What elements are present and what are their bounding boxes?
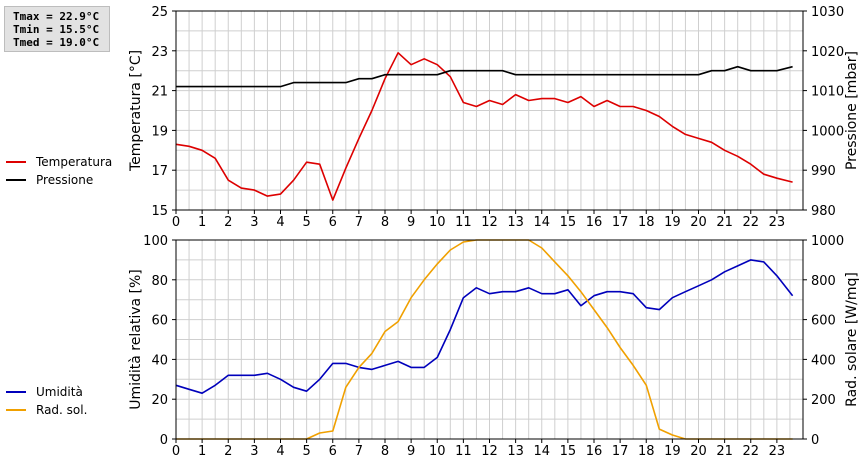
x-tick-label: 7 <box>355 444 363 459</box>
stats-box: Tmax = 22.9°C Tmin = 15.5°C Tmed = 19.0°… <box>4 6 110 52</box>
y-left-tick-label: 15 <box>151 204 168 219</box>
x-tick-label: 14 <box>533 444 550 459</box>
x-tick-label: 16 <box>586 444 603 459</box>
x-tick-label: 13 <box>507 215 524 230</box>
y-left-tick-label: 0 <box>160 433 168 448</box>
x-tick-label: 23 <box>769 444 786 459</box>
y-left-tick-label: 25 <box>151 5 168 20</box>
legend-label-pressione: Pressione <box>36 173 94 187</box>
series-line-temperatura <box>175 51 793 201</box>
x-tick-label: 4 <box>276 215 284 230</box>
y-left-tick-label: 17 <box>151 164 168 179</box>
x-tick-label: 3 <box>250 444 258 459</box>
y-left-tick-label: 100 <box>143 234 168 249</box>
y-right-tick-label: 400 <box>811 353 836 368</box>
y-right-tick-label: 0 <box>811 433 819 448</box>
x-tick-label: 4 <box>276 444 284 459</box>
x-tick-label: 9 <box>407 444 415 459</box>
y-left-axis-title: Umidità relativa [%] <box>128 269 144 410</box>
legend-swatch-pressione <box>6 179 26 181</box>
x-tick-label: 19 <box>664 444 681 459</box>
legend-item-radsol: Rad. sol. <box>6 401 87 419</box>
x-tick-label: 18 <box>638 444 655 459</box>
x-tick-label: 20 <box>690 444 707 459</box>
x-tick-label: 12 <box>481 215 498 230</box>
y-right-tick-label: 1030 <box>811 5 844 20</box>
series-line-umidit- <box>175 259 794 395</box>
legend-swatch-temperatura <box>6 161 26 163</box>
y-left-tick-label: 21 <box>151 85 168 100</box>
legend-label-radsol: Rad. sol. <box>36 403 88 417</box>
y-right-tick-label: 990 <box>811 164 836 179</box>
y-right-tick-label: 980 <box>811 204 836 219</box>
x-tick-label: 8 <box>381 215 389 230</box>
x-tick-label: 1 <box>198 215 206 230</box>
x-tick-label: 15 <box>560 215 577 230</box>
x-tick-label: 11 <box>455 215 472 230</box>
x-tick-label: 6 <box>329 215 337 230</box>
x-tick-label: 2 <box>224 444 232 459</box>
stats-tmax: Tmax = 22.9°C <box>13 10 100 23</box>
x-tick-label: 21 <box>716 215 733 230</box>
x-tick-label: 14 <box>533 215 550 230</box>
x-tick-label: 12 <box>481 444 498 459</box>
legend-item-umidita: Umidità <box>6 383 83 401</box>
y-right-tick-label: 800 <box>811 274 836 289</box>
x-tick-label: 16 <box>586 215 603 230</box>
y-right-tick-label: 1020 <box>811 45 844 60</box>
legend-label-temperatura: Temperatura <box>36 155 113 169</box>
x-tick-label: 8 <box>381 444 389 459</box>
stats-tmed: Tmed = 19.0°C <box>13 36 100 49</box>
x-tick-label: 21 <box>716 444 733 459</box>
x-tick-label: 17 <box>612 444 629 459</box>
legend-swatch-radsol <box>6 409 26 411</box>
y-left-tick-label: 20 <box>151 393 168 408</box>
y-left-tick-label: 19 <box>151 124 168 139</box>
x-tick-label: 19 <box>664 215 681 230</box>
x-tick-label: 10 <box>429 444 446 459</box>
y-left-tick-label: 60 <box>151 314 168 329</box>
x-tick-label: 5 <box>302 215 310 230</box>
legend-item-pressione: Pressione <box>6 171 112 189</box>
series-line-pressione <box>176 65 793 88</box>
x-tick-label: 20 <box>690 215 707 230</box>
x-tick-label: 0 <box>172 215 180 230</box>
x-tick-label: 13 <box>507 444 524 459</box>
x-tick-label: 9 <box>407 215 415 230</box>
stats-tmin: Tmin = 15.5°C <box>13 23 100 36</box>
legend-swatch-umidita <box>6 391 26 393</box>
x-tick-label: 23 <box>769 215 786 230</box>
x-tick-label: 17 <box>612 215 629 230</box>
x-tick-label: 7 <box>355 215 363 230</box>
x-tick-label: 5 <box>302 444 310 459</box>
y-right-tick-label: 1000 <box>811 234 844 249</box>
x-tick-label: 1 <box>198 444 206 459</box>
x-tick-label: 22 <box>742 215 759 230</box>
y-right-tick-label: 200 <box>811 393 836 408</box>
legend-item-temperatura: Temperatura <box>6 153 112 171</box>
x-tick-label: 2 <box>224 215 232 230</box>
x-tick-label: 15 <box>560 444 577 459</box>
y-right-tick-label: 600 <box>811 314 836 329</box>
y-right-axis-title: Pressione [mbar] <box>844 51 860 170</box>
x-tick-label: 18 <box>638 215 655 230</box>
x-tick-label: 10 <box>429 215 446 230</box>
x-tick-label: 0 <box>172 444 180 459</box>
y-right-tick-label: 1010 <box>811 85 844 100</box>
y-right-tick-label: 1000 <box>811 124 844 139</box>
y-left-tick-label: 80 <box>151 274 168 289</box>
x-tick-label: 11 <box>455 444 472 459</box>
legend-label-umidita: Umidità <box>36 385 83 399</box>
y-left-axis-title: Temperatura [°C] <box>128 50 144 172</box>
y-right-axis-title: Rad. solare [W/mq] <box>844 272 860 407</box>
y-left-tick-label: 23 <box>151 45 168 60</box>
x-tick-label: 22 <box>742 444 759 459</box>
x-tick-label: 3 <box>250 215 258 230</box>
x-tick-label: 6 <box>329 444 337 459</box>
y-left-tick-label: 40 <box>151 353 168 368</box>
legend-top: Temperatura Pressione <box>6 153 112 189</box>
